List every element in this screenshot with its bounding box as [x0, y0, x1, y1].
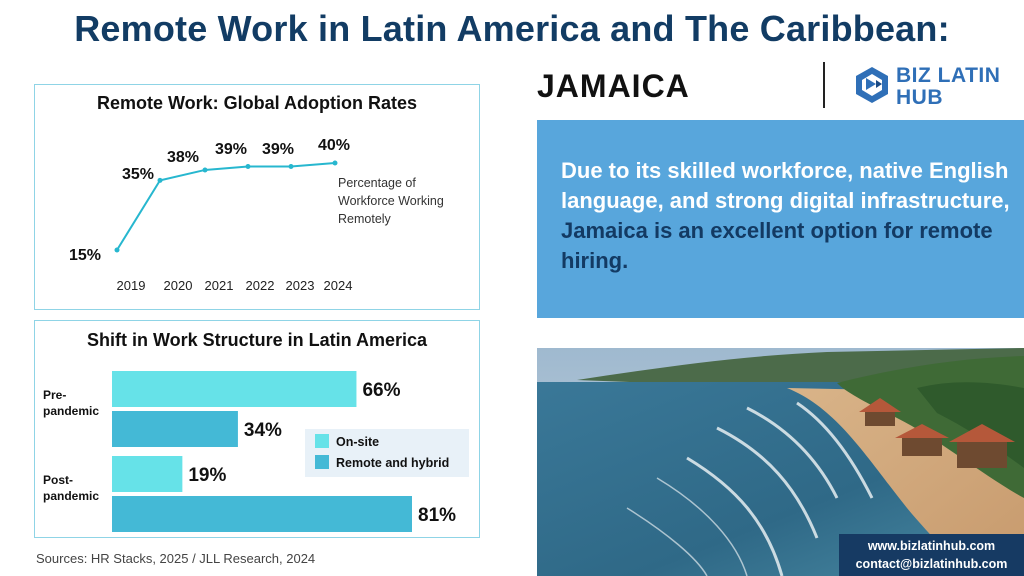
beach-photo: [537, 348, 1024, 576]
info-text-main: Due to its skilled workforce, native Eng…: [561, 158, 1010, 213]
x-tick-label: 2024: [324, 278, 353, 293]
line-series: [116, 162, 336, 251]
line-point: [332, 160, 338, 166]
global-adoption-panel: Remote Work: Global Adoption Rates 15% 35…: [34, 84, 480, 310]
main-title: Remote Work in Latin America and The Car…: [74, 8, 950, 49]
sources-note: Sources: HR Stacks, 2025 / JLL Research,…: [36, 551, 316, 566]
x-tick-label: 2019: [117, 278, 146, 293]
bar-data-label: 66%: [362, 380, 400, 401]
bar-category-label: pandemic: [43, 404, 99, 418]
info-box: Due to its skilled workforce, native Eng…: [537, 120, 1024, 318]
bar-data-label: 34%: [244, 420, 282, 441]
info-text: Due to its skilled workforce, native Eng…: [561, 156, 1011, 276]
work-structure-panel: Shift in Work Structure in Latin America…: [34, 320, 480, 538]
line-point: [288, 163, 294, 169]
line-annotation: Percentage of: [338, 176, 416, 190]
line-data-label: 35%: [122, 166, 154, 183]
contact-website[interactable]: www.bizlatinhub.com: [867, 539, 996, 553]
line-annotation: Workforce Working: [338, 194, 444, 208]
line-data-label: 40%: [318, 137, 350, 154]
legend-swatch: [315, 434, 329, 448]
bar-category-label: Post-: [43, 473, 73, 487]
contact-box: www.bizlatinhub.com contact@bizlatinhub.…: [839, 534, 1024, 576]
line-point: [245, 163, 251, 169]
bar-onsite: [112, 456, 183, 492]
bar-category-label: Pre-: [43, 388, 66, 402]
logo-text-line2: HUB: [896, 86, 943, 109]
line-chart-title: Remote Work: Global Adoption Rates: [96, 93, 418, 113]
line-data-label: 39%: [262, 141, 294, 158]
x-tick-label: 2020: [164, 278, 193, 293]
beach-image: [537, 348, 1024, 576]
x-tick-label: 2021: [205, 278, 234, 293]
bizlatinhub-logo: BIZ LATIN HUB: [854, 64, 1014, 109]
legend-label: Remote and hybrid: [336, 456, 449, 470]
bar-data-label: 81%: [418, 505, 456, 526]
line-data-label: 15%: [69, 247, 101, 264]
country-heading: JAMAICA: [537, 68, 690, 104]
line-annotation: Remotely: [338, 212, 392, 226]
bar-chart: Pre-pandemic 66% 34% Post-pandemic 19% 81% On-…: [43, 371, 469, 532]
line-data-label: 38%: [167, 149, 199, 166]
legend-label: On-site: [336, 435, 379, 449]
bar-remote: [112, 411, 238, 447]
legend-swatch: [315, 455, 329, 469]
header-divider: [823, 62, 825, 108]
line-point: [202, 167, 208, 173]
line-point: [157, 177, 163, 183]
line-data-label: 39%: [215, 141, 247, 158]
contact-email[interactable]: contact@bizlatinhub.com: [855, 557, 1008, 571]
logo-hexagon-icon: [856, 67, 888, 103]
legend-box: [305, 429, 469, 477]
x-tick-label: 2022: [246, 278, 275, 293]
bar-onsite: [112, 371, 357, 407]
line-point: [114, 247, 120, 253]
bar-category-label: pandemic: [43, 489, 99, 503]
bar-chart-title: Shift in Work Structure in Latin America: [86, 330, 428, 350]
line-chart: 15% 35% 38% 39% 39% 40% 2019 2020 2021 2022 2023 20…: [69, 137, 444, 293]
x-tick-label: 2023: [286, 278, 315, 293]
logo-text-line1: BIZ LATIN: [896, 64, 1001, 87]
bar-data-label: 19%: [188, 465, 226, 486]
bar-remote: [112, 496, 412, 532]
info-text-highlight: Jamaica is an excellent option for remot…: [561, 218, 993, 273]
